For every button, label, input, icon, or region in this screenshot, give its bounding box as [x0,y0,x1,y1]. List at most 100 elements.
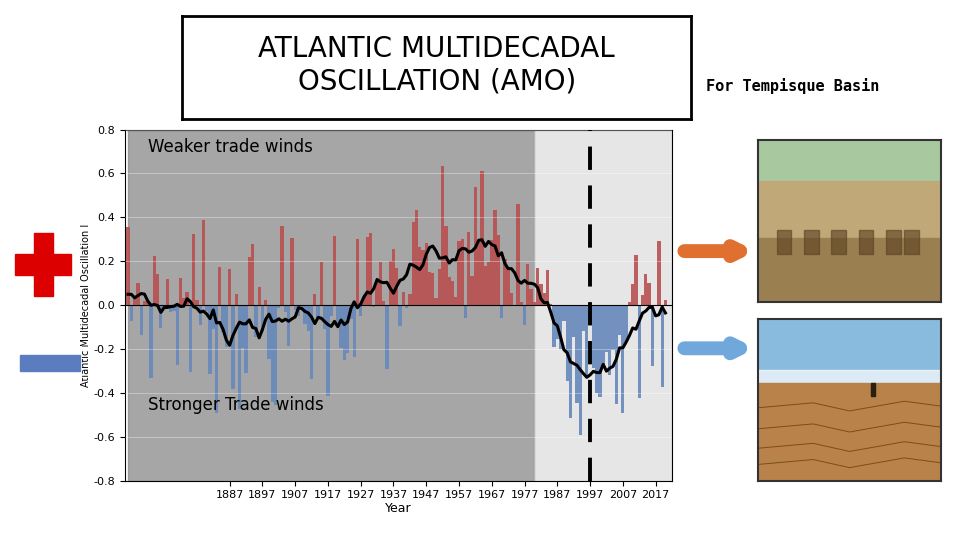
Bar [631,284,635,305]
Bar [568,305,572,417]
Bar [470,276,474,305]
Bar [431,273,435,305]
Bar [435,298,438,305]
Bar [306,305,310,331]
Bar [284,305,287,312]
Bar [379,262,382,305]
Bar [572,305,575,337]
Bar [310,305,313,380]
Bar [343,305,346,360]
Bar [369,233,372,305]
Text: ATLANTIC MULTIDECADAL
OSCILLATION (AMO): ATLANTIC MULTIDECADAL OSCILLATION (AMO) [258,35,615,96]
Bar [320,261,323,305]
Bar [513,305,516,306]
Bar [533,302,536,305]
Bar [172,305,176,312]
Bar [535,130,672,481]
Bar [628,302,631,305]
Bar [444,226,447,305]
Bar [222,305,225,332]
Bar [457,241,461,305]
Bar [192,234,195,305]
Bar [133,299,136,305]
Bar [257,287,261,305]
Bar [608,305,612,375]
Bar [621,305,625,414]
Bar [637,305,641,397]
Bar [346,305,349,353]
Bar [245,305,248,373]
Bar [612,305,614,350]
Bar [127,227,130,305]
Bar [777,230,791,254]
Bar [300,305,303,308]
Text: Weaker trade winds: Weaker trade winds [148,138,313,156]
Bar [464,305,468,318]
Bar [654,305,658,306]
Bar [153,256,156,305]
Bar [418,247,421,305]
Bar [317,305,320,319]
Bar [336,305,340,326]
Bar [169,305,172,312]
Y-axis label: Atlantic Multidecadal Oscillation I: Atlantic Multidecadal Oscillation I [81,224,90,387]
Bar [241,305,245,348]
Bar [128,130,535,481]
Bar [389,261,392,305]
Bar [333,236,336,305]
Bar [20,355,81,371]
Bar [625,305,628,342]
Bar [428,272,431,305]
Bar [496,235,500,305]
Bar [438,269,441,305]
Bar [329,305,333,315]
Bar [546,270,549,305]
Bar [150,305,153,377]
Bar [352,305,356,357]
Bar [447,277,451,305]
Bar [215,305,218,413]
Bar [559,305,563,349]
Bar [392,249,396,305]
Bar [477,241,480,305]
Bar [454,297,457,305]
Bar [507,269,510,305]
Bar [595,305,598,393]
Bar [408,294,412,305]
Bar [563,305,565,321]
Bar [143,301,146,305]
Bar [598,305,602,397]
Bar [651,305,654,366]
Bar [523,305,526,325]
Bar [635,255,637,305]
Bar [166,279,169,305]
Bar [385,305,389,369]
Bar [362,297,366,305]
Bar [401,292,405,305]
Bar [176,305,179,366]
Bar [565,305,568,381]
Bar [644,274,647,305]
Bar [886,230,900,254]
Bar [139,305,143,335]
Bar [375,281,379,305]
Bar [415,211,418,305]
Bar [421,251,424,305]
Bar [586,305,588,378]
Bar [424,243,428,305]
Bar [271,305,274,402]
Bar [34,233,53,296]
Bar [526,264,530,305]
Bar [294,305,297,310]
Bar [136,283,139,305]
Bar [356,239,359,305]
Bar [451,281,454,305]
Bar [530,289,533,305]
Bar [267,305,271,359]
Bar [264,300,267,305]
Bar [412,222,415,305]
Bar [831,230,846,254]
Bar [195,300,199,305]
Bar [540,284,542,305]
Bar [179,278,182,305]
